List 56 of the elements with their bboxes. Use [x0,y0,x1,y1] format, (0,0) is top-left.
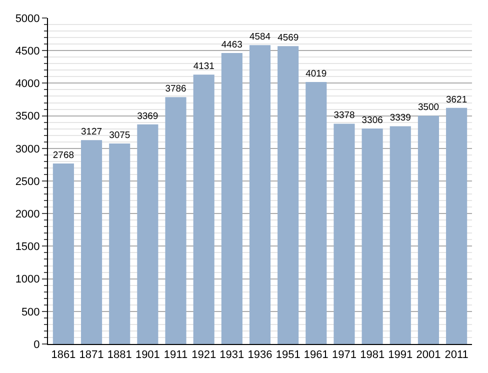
y-tick-label: 5000 [15,12,40,25]
bar [306,82,327,344]
x-tick-label: 1871 [79,349,104,362]
x-tick-label: 1911 [164,349,188,362]
x-tick-label: 2001 [416,349,441,362]
x-tick-label: 2011 [444,349,468,362]
bar [390,126,411,344]
x-tick-label: 1936 [248,349,272,362]
bar [362,128,383,344]
y-tick-label: 4500 [15,45,40,58]
data-label: 4569 [278,32,299,44]
bar [137,124,158,344]
data-label: 3786 [165,84,186,95]
data-label: 4463 [221,39,242,50]
y-tick-label: 3500 [15,110,40,123]
bar [80,140,102,344]
x-tick-label: 1951 [276,349,300,362]
data-label: 3369 [137,110,158,122]
x-tick-label: 1901 [135,349,160,362]
bar [278,46,299,344]
y-tick-label: 3000 [15,143,40,156]
y-tick-label: 1000 [15,274,40,286]
data-label: 3339 [390,112,411,124]
x-tick-label: 1921 [192,349,216,362]
bar [52,164,74,344]
bar [193,74,214,344]
data-label: 3500 [418,102,439,114]
bar [165,97,186,344]
bar [446,108,468,344]
y-tick-label: 2000 [15,208,40,220]
y-tick-label: 4000 [15,78,40,90]
data-label: 4584 [249,32,271,43]
x-tick-label: 1931 [220,349,244,362]
bar [221,53,242,344]
y-tick-label: 0 [34,338,40,351]
y-tick-label: 1500 [15,241,40,254]
x-tick-label: 1971 [332,349,356,362]
x-tick-label: 1861 [51,349,76,362]
data-label: 3127 [81,126,102,138]
data-label: 3621 [446,94,468,106]
x-tick-label: 1981 [360,349,385,362]
x-tick-label: 1961 [304,349,328,362]
y-tick-label: 500 [21,306,40,318]
data-label: 3378 [334,110,355,122]
data-label: 2768 [52,150,74,161]
data-label: 4019 [306,68,327,80]
x-tick-label: 1881 [107,349,132,362]
x-tick-label: 1991 [388,349,413,362]
data-label: 3306 [362,114,383,126]
bar [109,144,130,344]
data-label: 4131 [193,61,214,72]
y-tick-label: 2500 [15,176,40,188]
data-label: 3075 [109,130,130,141]
bar [334,124,355,344]
bar [249,45,271,344]
bar [418,116,440,344]
